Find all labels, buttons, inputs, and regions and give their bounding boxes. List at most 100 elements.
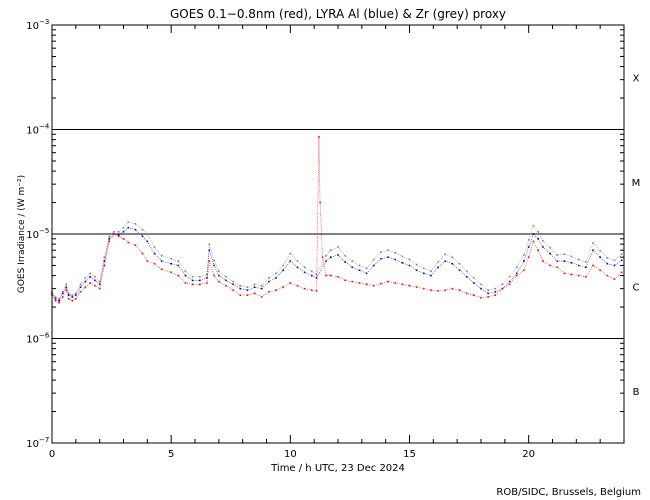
data-point [113, 230, 115, 233]
data-point [84, 280, 87, 283]
data-point [310, 270, 313, 273]
data-point [444, 253, 447, 256]
data-point [246, 286, 249, 288]
data-point [430, 274, 432, 277]
data-point [260, 296, 263, 298]
data-point [253, 292, 256, 295]
data-point [232, 289, 234, 291]
data-point [585, 266, 587, 269]
data-series [51, 136, 623, 304]
data-point [79, 290, 82, 293]
data-point [208, 243, 211, 245]
y-tick-exponent: −3 [39, 18, 49, 26]
data-point [408, 258, 411, 261]
data-point [606, 274, 609, 277]
data-point [108, 235, 110, 238]
data-point [122, 230, 125, 233]
credit-text: ROB/SIDC, Brussels, Belgium [496, 487, 641, 498]
data-point [372, 264, 375, 267]
data-point [54, 297, 57, 300]
data-point [380, 282, 382, 285]
data-point [134, 228, 137, 231]
series-trace [51, 227, 622, 302]
data-point [253, 286, 256, 288]
data-point [465, 270, 468, 273]
y-tick-label: 10 [26, 21, 39, 32]
data-point [344, 279, 346, 282]
data-point [537, 237, 539, 240]
data-point [170, 257, 172, 260]
data-point [563, 260, 566, 262]
data-point [184, 270, 187, 273]
data-point [218, 274, 220, 277]
data-point [365, 283, 368, 286]
data-point [289, 252, 292, 255]
data-point [337, 254, 339, 256]
data-point [549, 246, 551, 249]
data-point [94, 284, 96, 287]
data-point [191, 283, 194, 286]
data-point [61, 296, 64, 298]
data-point [282, 264, 284, 267]
data-point [515, 274, 518, 277]
data-point [296, 284, 299, 287]
data-point [537, 249, 539, 251]
data-point [232, 280, 234, 283]
data-point [423, 267, 425, 270]
data-point [296, 260, 299, 262]
data-point [170, 262, 172, 265]
data-point [501, 283, 504, 286]
data-point [54, 299, 57, 302]
data-point [494, 287, 497, 290]
data-point [141, 228, 144, 231]
data-point [570, 273, 573, 276]
data-point [556, 266, 559, 269]
data-point [65, 283, 68, 286]
data-point [330, 256, 332, 258]
data-point [444, 289, 447, 291]
data-point [153, 262, 156, 265]
data-point [218, 280, 220, 283]
data-point [465, 292, 468, 295]
data-point [387, 249, 389, 251]
series-lyra-zr [51, 221, 623, 300]
data-point [380, 257, 382, 260]
data-point [108, 240, 110, 243]
data-point [218, 270, 220, 273]
data-point [98, 283, 101, 286]
data-point [84, 286, 87, 288]
data-point [310, 274, 313, 277]
data-point [225, 284, 227, 287]
data-point [523, 254, 525, 256]
data-point [508, 275, 511, 278]
y-tick-exponent: −4 [39, 123, 50, 131]
data-point [337, 275, 339, 278]
data-point [89, 275, 91, 278]
data-point [337, 246, 339, 248]
data-point [103, 260, 106, 262]
data-point [65, 286, 68, 288]
data-point [387, 256, 389, 258]
data-point [430, 289, 432, 291]
data-point [532, 240, 535, 243]
data-point [570, 255, 573, 258]
x-axis-label: Time / h UTC, 23 Dec 2024 [270, 463, 405, 474]
x-tick-label: 5 [168, 449, 174, 460]
data-point [437, 261, 439, 263]
data-point [401, 255, 404, 258]
data-point [577, 274, 580, 277]
data-point [606, 257, 609, 259]
data-point [315, 273, 318, 276]
data-point [75, 297, 77, 300]
data-point [75, 292, 77, 295]
data-point [537, 230, 539, 233]
data-point [401, 262, 404, 264]
y-axis-ticks: 10−710−610−510−410−3 [26, 18, 624, 450]
data-point [108, 237, 110, 240]
data-point [146, 233, 149, 235]
flare-class-label: M [632, 178, 641, 189]
data-point [275, 277, 277, 279]
data-point [208, 260, 211, 262]
data-point [358, 282, 361, 284]
data-point [146, 240, 149, 243]
